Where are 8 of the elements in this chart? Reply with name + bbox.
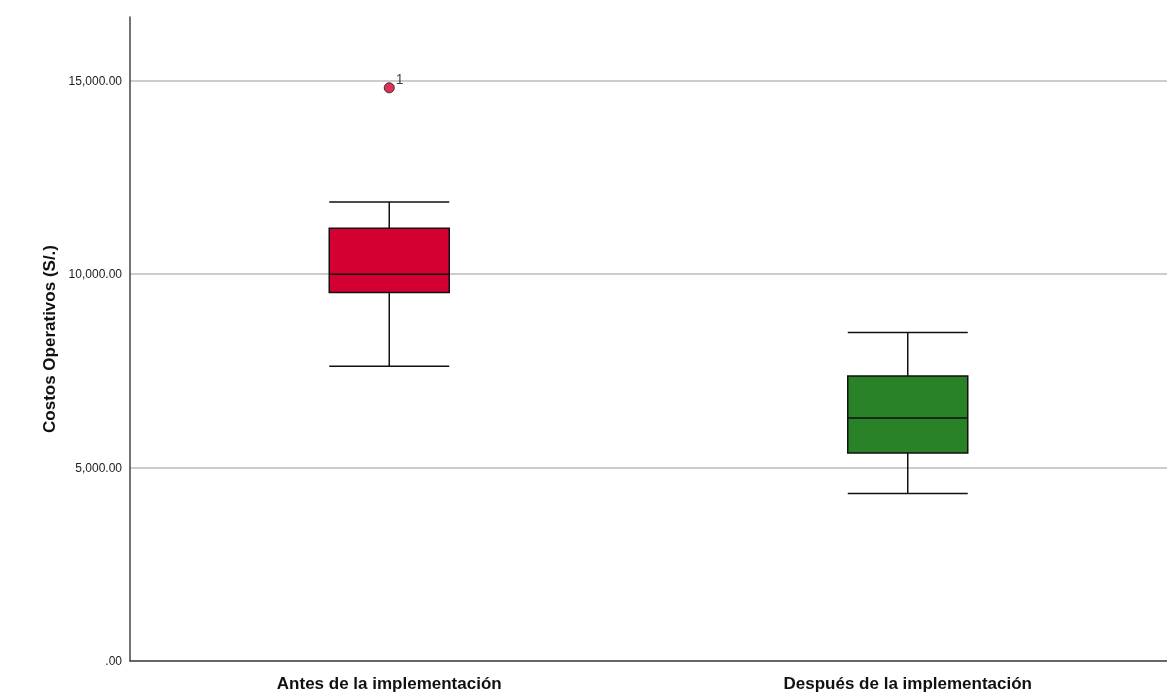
annotation: 1: [395, 70, 404, 87]
x-tick-label: Antes de la implementación: [276, 674, 502, 693]
x-tick-label: Después de la implementación: [783, 674, 1032, 693]
y-tick-label: .00: [105, 654, 123, 668]
y-axis-title: Costos Operativos (S/.): [39, 245, 59, 433]
y-tick-label: 10,000.00: [68, 267, 123, 282]
y-tick-label: 5,000.00: [75, 460, 123, 475]
y-tick-label: 15,000.00: [68, 73, 123, 88]
